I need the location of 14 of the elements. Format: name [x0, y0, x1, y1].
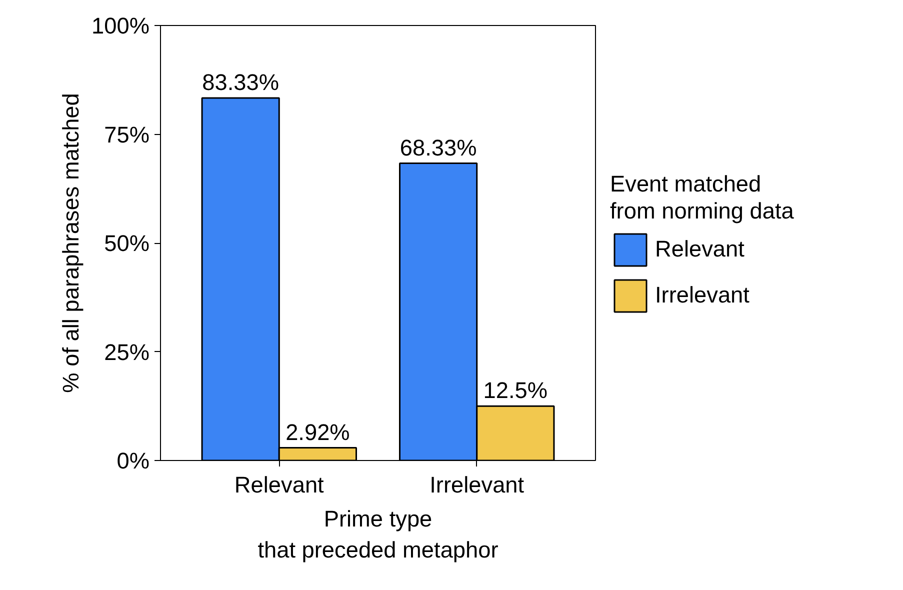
- y-tick-label: 0%: [116, 448, 150, 474]
- y-tick-label: 100%: [92, 12, 150, 38]
- legend-label: Irrelevant: [655, 282, 750, 308]
- y-axis-title: % of all paraphrases matched: [58, 93, 84, 393]
- data-label: 12.5%: [483, 377, 548, 404]
- legend-title: Event matched from norming data: [610, 170, 794, 224]
- data-label: 68.33%: [400, 134, 477, 160]
- y-tick-label: 50%: [104, 230, 150, 256]
- data-label: 83.33%: [202, 69, 280, 96]
- x-axis-title: Prime type that preceded metaphor: [258, 506, 499, 563]
- data-label: 2.92%: [286, 418, 350, 445]
- y-tick-label: 75%: [104, 121, 150, 148]
- legend-label: Relevant: [655, 236, 744, 262]
- y-tick-label: 25%: [104, 338, 150, 365]
